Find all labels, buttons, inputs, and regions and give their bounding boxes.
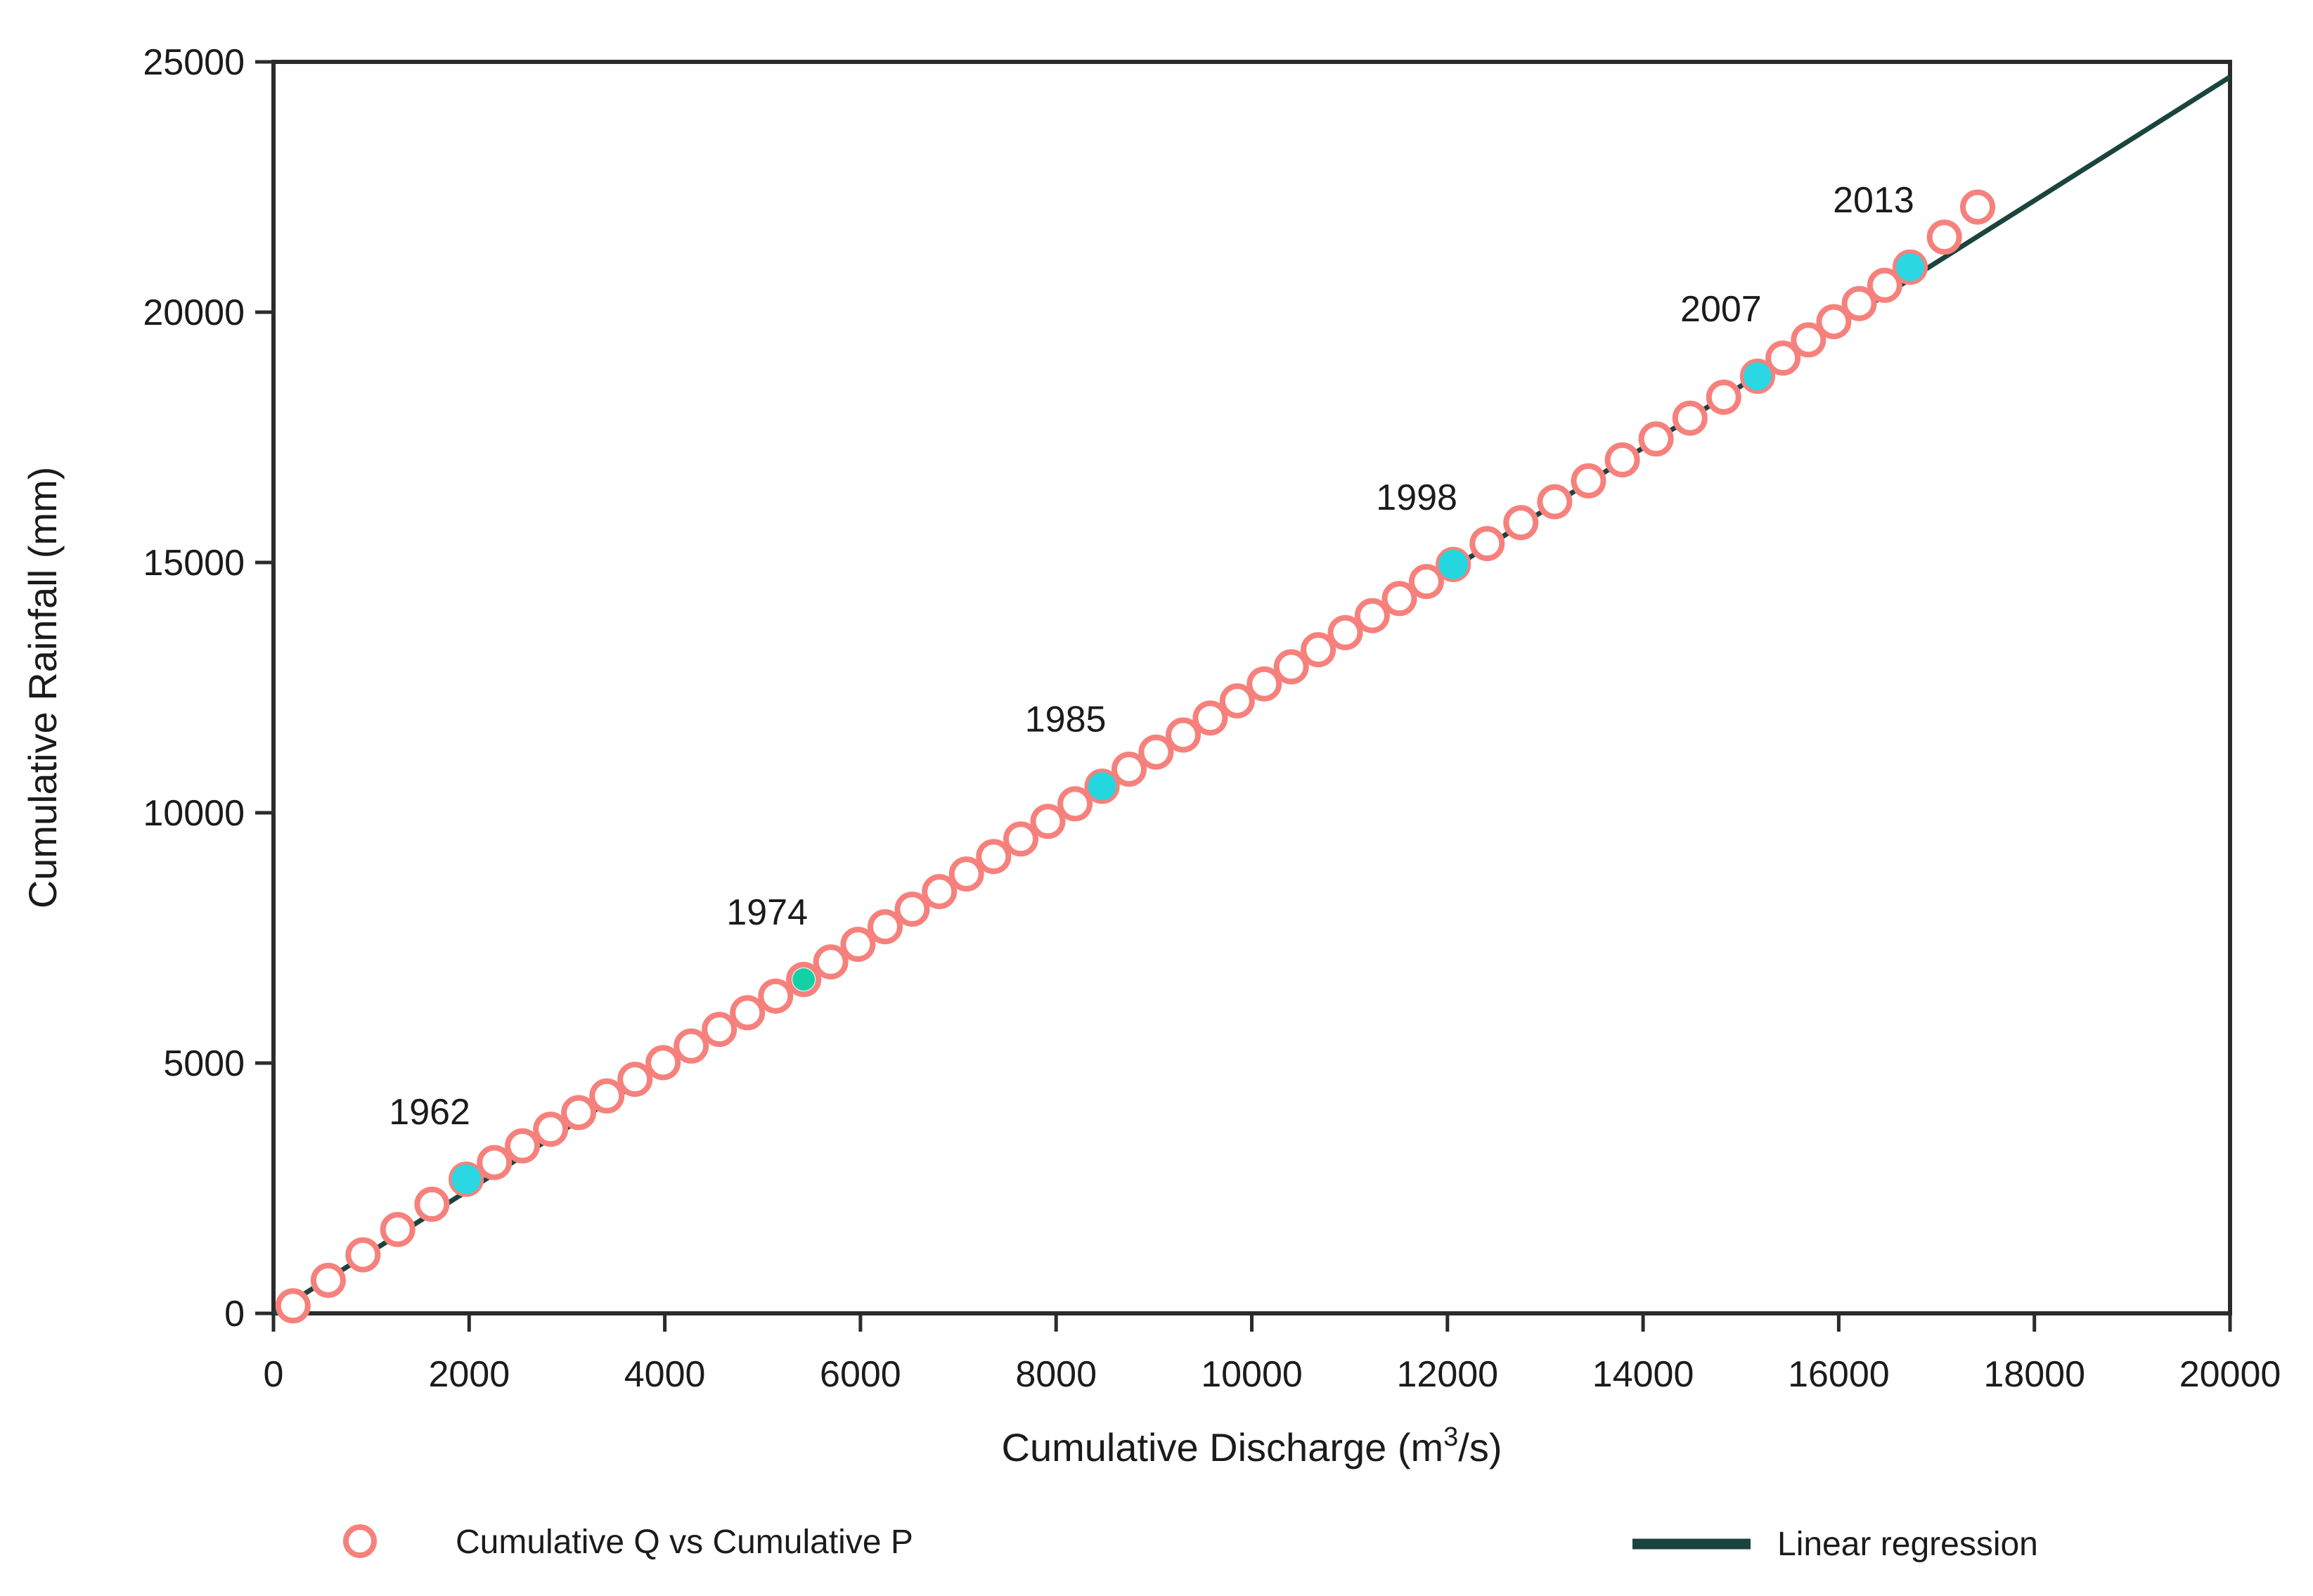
- y-tick-label: 25000: [143, 42, 245, 83]
- scatter-point: [505, 1128, 541, 1164]
- highlight-point: [1088, 772, 1116, 801]
- scatter-point: [1604, 442, 1640, 478]
- year-annotation: 1974: [726, 892, 808, 933]
- scatter-point: [813, 944, 849, 980]
- x-tick-label: 18000: [1983, 1354, 2085, 1395]
- scatter-point: [1003, 821, 1038, 857]
- legend-marker-circle: [343, 1524, 377, 1558]
- scatter-point: [702, 1012, 737, 1048]
- scatter-point: [1408, 564, 1444, 600]
- x-tick-label: 2000: [428, 1354, 510, 1395]
- year-annotation: 1985: [1025, 699, 1107, 740]
- highlight-point: [792, 968, 816, 991]
- scatter-point: [1030, 804, 1066, 839]
- scatter-point: [1571, 463, 1606, 498]
- y-tick-label: 5000: [163, 1043, 245, 1084]
- x-tick-label: 14000: [1592, 1354, 1694, 1395]
- scatter-point: [589, 1078, 625, 1114]
- x-axis-title: Cumulative Discharge (m3/s): [1002, 1422, 1502, 1469]
- scatter-point: [533, 1112, 569, 1147]
- scatter-point: [1192, 700, 1228, 736]
- year-annotation: 2007: [1680, 289, 1762, 330]
- scatter-point: [1327, 614, 1363, 650]
- highlight-point: [1743, 362, 1772, 391]
- scatter-point: [868, 909, 903, 945]
- highlight-point: [1438, 549, 1469, 579]
- y-tick-label: 0: [224, 1294, 245, 1334]
- scatter-point: [275, 1288, 311, 1324]
- x-tick-label: 20000: [2179, 1354, 2281, 1395]
- scatter-point: [1381, 581, 1417, 617]
- scatter-point: [1960, 189, 1995, 225]
- x-tick-label: 16000: [1788, 1354, 1890, 1395]
- scatter-point: [758, 978, 794, 1014]
- scatter-point: [1112, 752, 1147, 787]
- legend-label-line: Linear regression: [1777, 1526, 2038, 1563]
- scatter-point: [1246, 666, 1282, 702]
- scatter-point: [1841, 285, 1877, 321]
- x-tick-label: 4000: [624, 1354, 706, 1395]
- year-annotation: 1998: [1376, 477, 1457, 518]
- scatter-point: [1926, 219, 1962, 255]
- scatter-point: [948, 856, 984, 892]
- scatter-point: [1273, 649, 1309, 685]
- y-axis-title: Cumulative Rainfall (mm): [20, 467, 65, 909]
- scatter-point: [1816, 304, 1852, 340]
- scatter-point: [380, 1211, 415, 1247]
- year-annotation: 1962: [389, 1092, 470, 1133]
- scatter-point: [414, 1186, 450, 1222]
- scatter-point: [1138, 734, 1174, 770]
- scatter-point: [674, 1028, 709, 1064]
- scatter-point: [1503, 505, 1539, 541]
- scatter-point: [1672, 400, 1708, 436]
- y-tick-label: 10000: [143, 793, 245, 834]
- scatter-point: [922, 874, 958, 910]
- year-annotation: 2013: [1833, 180, 1914, 221]
- scatter-point: [1301, 632, 1336, 668]
- y-tick-label: 20000: [143, 292, 245, 333]
- x-tick-label: 12000: [1396, 1354, 1498, 1395]
- scatter-point: [1537, 484, 1573, 520]
- x-tick-label: 8000: [1015, 1354, 1097, 1395]
- scatter-point: [645, 1045, 681, 1081]
- scatter-point: [1219, 683, 1255, 719]
- scatter-point: [840, 927, 876, 963]
- scatter-point: [1791, 322, 1826, 358]
- scatter-point: [1469, 526, 1505, 562]
- highlight-point: [451, 1164, 482, 1195]
- x-tick-label: 6000: [820, 1354, 901, 1395]
- scatter-point: [1638, 421, 1674, 457]
- highlight-point: [1895, 252, 1924, 281]
- scatter-point: [976, 839, 1012, 875]
- y-tick-label: 15000: [143, 543, 245, 584]
- scatter-point: [561, 1095, 597, 1131]
- scatter-point: [1354, 598, 1390, 633]
- scatter-point: [1867, 267, 1902, 303]
- scatter-point: [1057, 786, 1093, 822]
- x-tick-label: 10000: [1201, 1354, 1303, 1395]
- scatter-point: [617, 1062, 653, 1098]
- scatter-point: [1166, 717, 1201, 753]
- x-tick-label: 0: [264, 1354, 284, 1395]
- legend-label-scatter: Cumulative Q vs Cumulative P: [456, 1524, 913, 1561]
- scatter-point: [894, 892, 930, 927]
- scatter-point: [1706, 379, 1741, 415]
- scatter-point: [1765, 340, 1801, 376]
- scatter-point: [310, 1263, 346, 1298]
- scatter-point: [730, 995, 766, 1031]
- scatter-point: [477, 1145, 513, 1180]
- scatter-point: [345, 1237, 381, 1273]
